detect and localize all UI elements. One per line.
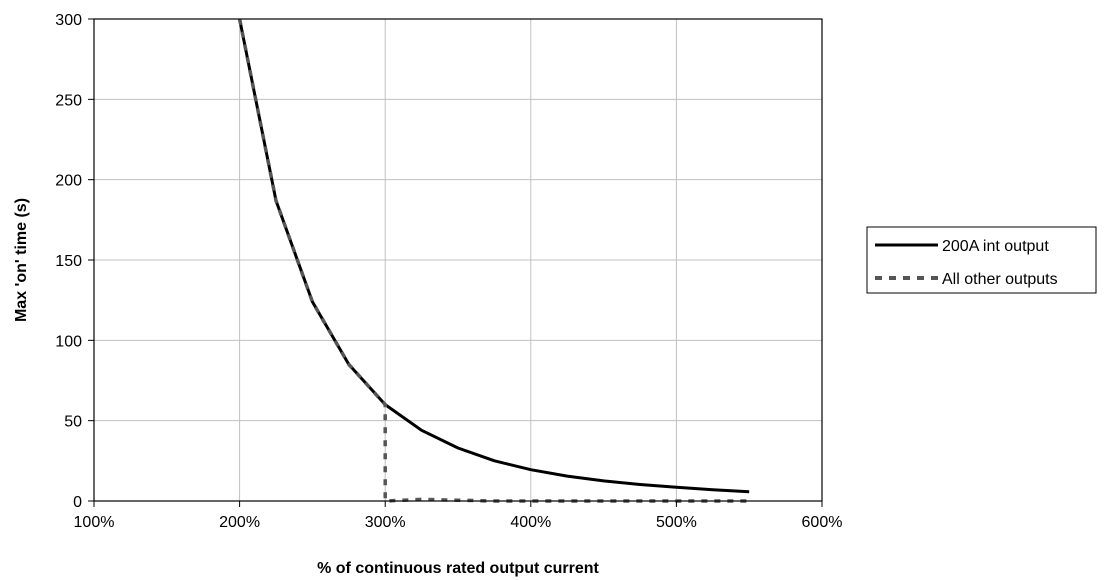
x-tick-label: 300% [365,514,406,531]
legend-label-200a-int-output: 200A int output [942,238,1049,255]
y-tick-label: 250 [55,92,82,109]
y-tick-label: 300 [55,12,82,29]
x-tick-label: 400% [510,514,551,531]
y-axis-title: Max 'on' time (s) [13,198,30,322]
legend-label-all-other-outputs: All other outputs [942,271,1058,288]
legend: 200A int output All other outputs [866,226,1097,294]
x-axis-title: % of continuous rated output current [317,560,599,577]
tick-labels: 100% 200% 300% 400% 500% 600% 0 50 100 150 200 250 3… [55,12,842,531]
legend-box [866,226,1097,294]
x-tick-label: 600% [802,514,843,531]
y-tick-label: 200 [55,173,82,190]
series-group [237,18,750,503]
x-tick-label: 200% [219,514,260,531]
x-tick-label: 100% [74,514,115,531]
x-tick-label: 500% [656,514,697,531]
y-tick-label: 50 [64,414,82,431]
y-tick-label: 100 [55,333,82,350]
y-tick-label: 150 [55,253,82,270]
gridlines [94,19,822,501]
series-line-all-other-outputs [237,18,750,503]
y-tick-label: 0 [73,494,82,511]
